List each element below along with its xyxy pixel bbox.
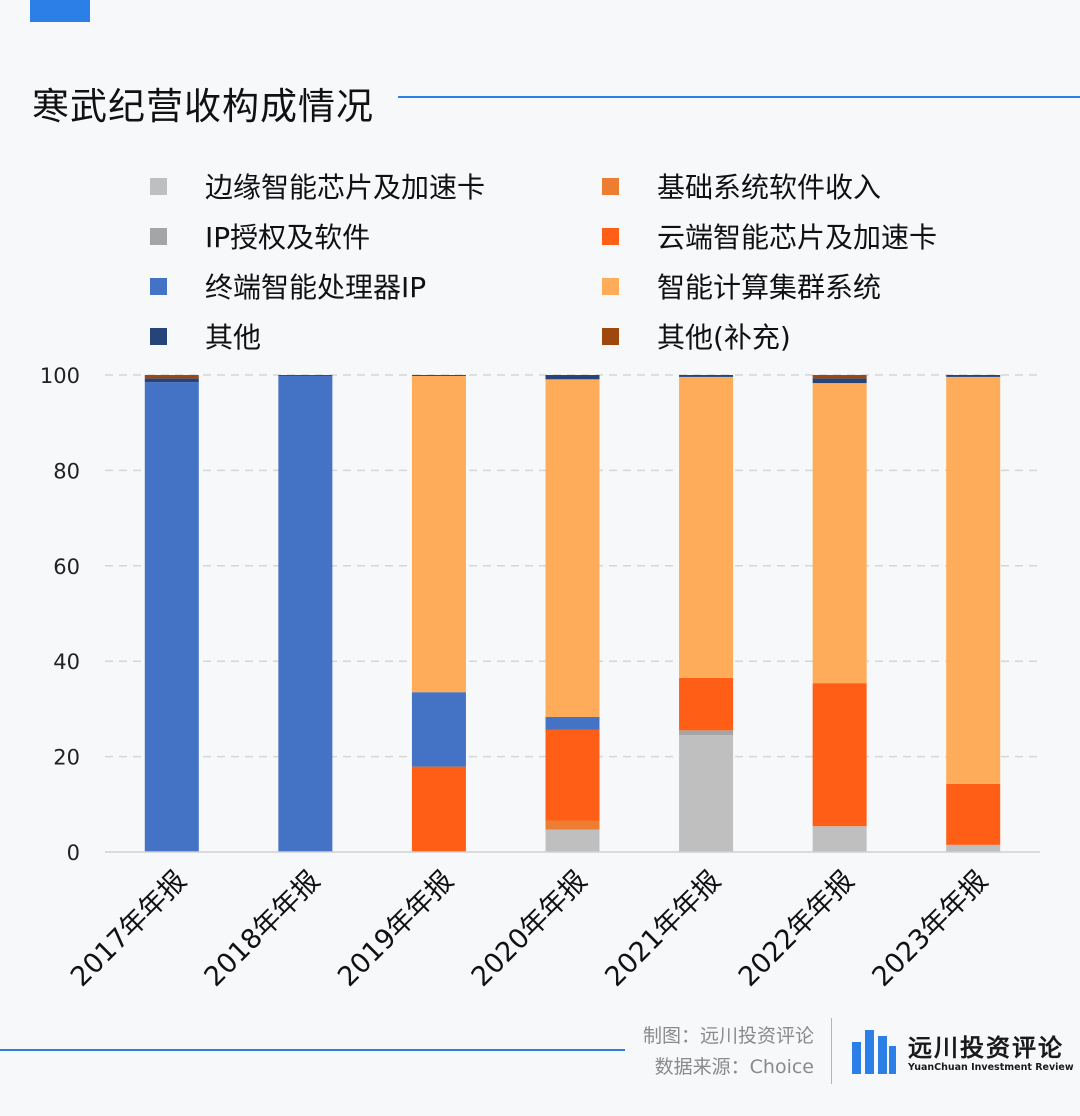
legend-swatch bbox=[602, 277, 619, 295]
bar-segment bbox=[679, 730, 734, 736]
bar-stacks bbox=[144, 375, 1001, 852]
legend-swatch bbox=[602, 327, 619, 345]
bar-segment bbox=[545, 729, 600, 821]
y-axis-ticks: 0 20 40 60 80 100 bbox=[40, 364, 80, 865]
legend-item: 智能计算集群系统 bbox=[602, 266, 881, 306]
bar-segment bbox=[812, 378, 867, 384]
x-tick-label: 2019年年报 bbox=[332, 865, 460, 993]
x-tick-label: 2023年年报 bbox=[866, 865, 994, 993]
y-tick-label: 80 bbox=[53, 459, 80, 483]
bar-segment bbox=[411, 766, 466, 852]
brand-name: 远川投资评论 bbox=[908, 1034, 1064, 1062]
bar-segment bbox=[679, 376, 734, 678]
bar-segment bbox=[545, 820, 600, 830]
bar-segment bbox=[278, 375, 333, 376]
bar-segment bbox=[411, 692, 466, 767]
y-tick-label: 20 bbox=[53, 746, 80, 770]
legend-item: 基础系统软件收入 bbox=[602, 166, 881, 206]
bar-segment bbox=[411, 375, 466, 693]
title-rule bbox=[398, 96, 1080, 98]
bar-segment bbox=[545, 717, 600, 730]
bar-segment bbox=[946, 783, 1001, 845]
bar-segment bbox=[812, 375, 867, 379]
legend-swatch bbox=[602, 227, 619, 245]
legend-label: 基础系统软件收入 bbox=[657, 171, 882, 204]
legend-swatch bbox=[150, 277, 167, 295]
brand-logo: 远川投资评论 YuanChuan Investment Review bbox=[852, 1030, 1074, 1074]
y-tick-label: 60 bbox=[53, 555, 80, 579]
legend-label: 边缘智能芯片及加速卡 bbox=[205, 171, 486, 204]
legend-item: 边缘智能芯片及加速卡 bbox=[150, 166, 485, 206]
x-tick-label: 2020年年报 bbox=[466, 865, 594, 993]
legend-label: 其他(补充) bbox=[657, 321, 791, 354]
brand-english: YuanChuan Investment Review bbox=[908, 1062, 1074, 1073]
legend-swatch bbox=[602, 177, 619, 195]
bar-segment bbox=[545, 829, 600, 852]
legend-item: 终端智能处理器IP bbox=[150, 266, 426, 306]
y-tick-label: 40 bbox=[53, 650, 80, 674]
bar-segment bbox=[545, 379, 600, 718]
legend-swatch bbox=[150, 327, 167, 345]
legend-swatch bbox=[150, 177, 167, 195]
logo-bars-icon bbox=[852, 1030, 898, 1074]
bar-segment bbox=[946, 375, 1001, 377]
bar-segment bbox=[679, 735, 734, 852]
y-tick-label: 0 bbox=[67, 841, 80, 865]
footer-rule bbox=[0, 1049, 625, 1051]
bar-segment bbox=[278, 375, 333, 852]
legend-item: IP授权及软件 bbox=[150, 216, 370, 256]
legend-item: 其他(补充) bbox=[602, 316, 791, 356]
bar-segment bbox=[812, 683, 867, 827]
corner-accent bbox=[30, 0, 90, 22]
footer-divider bbox=[831, 1018, 832, 1084]
stacked-bar-chart: 0 20 40 60 80 100 2017年年报 2018年年报 2019年年报 2020年年… bbox=[40, 364, 1040, 993]
legend-item: 其他 bbox=[150, 316, 261, 356]
bar-segment bbox=[946, 844, 1001, 852]
legend-label: 云端智能芯片及加速卡 bbox=[657, 221, 938, 254]
x-tick-label: 2021年年报 bbox=[599, 865, 727, 993]
x-axis-ticks: 2017年年报 2018年年报 2019年年报 2020年年报 2021年年报 2022年… bbox=[65, 865, 994, 993]
bar-segment bbox=[812, 826, 867, 852]
bar-segment bbox=[411, 375, 466, 376]
x-tick-label: 2022年年报 bbox=[733, 865, 861, 993]
chart-title: 寒武纪营收构成情况 bbox=[32, 85, 374, 128]
bar-segment bbox=[946, 376, 1001, 784]
legend-item: 云端智能芯片及加速卡 bbox=[602, 216, 937, 256]
legend-label: 其他 bbox=[205, 321, 262, 354]
bar-segment bbox=[144, 378, 199, 383]
bar-segment bbox=[545, 375, 600, 380]
bar-segment bbox=[679, 375, 734, 377]
bar-segment bbox=[679, 677, 734, 731]
bar-segment bbox=[812, 383, 867, 684]
data-source: 数据来源：Choice bbox=[654, 1056, 814, 1078]
legend-label: IP授权及软件 bbox=[205, 221, 371, 254]
chart-credit: 制图：远川投资评论 bbox=[642, 1025, 814, 1047]
x-tick-label: 2017年年报 bbox=[65, 865, 193, 993]
y-tick-label: 100 bbox=[40, 364, 80, 388]
bar-segment bbox=[144, 375, 199, 379]
bar-segment bbox=[144, 382, 199, 852]
x-tick-label: 2018年年报 bbox=[199, 865, 327, 993]
legend-swatch bbox=[150, 227, 167, 245]
legend-label: 终端智能处理器IP bbox=[205, 271, 427, 304]
legend-label: 智能计算集群系统 bbox=[657, 271, 882, 304]
